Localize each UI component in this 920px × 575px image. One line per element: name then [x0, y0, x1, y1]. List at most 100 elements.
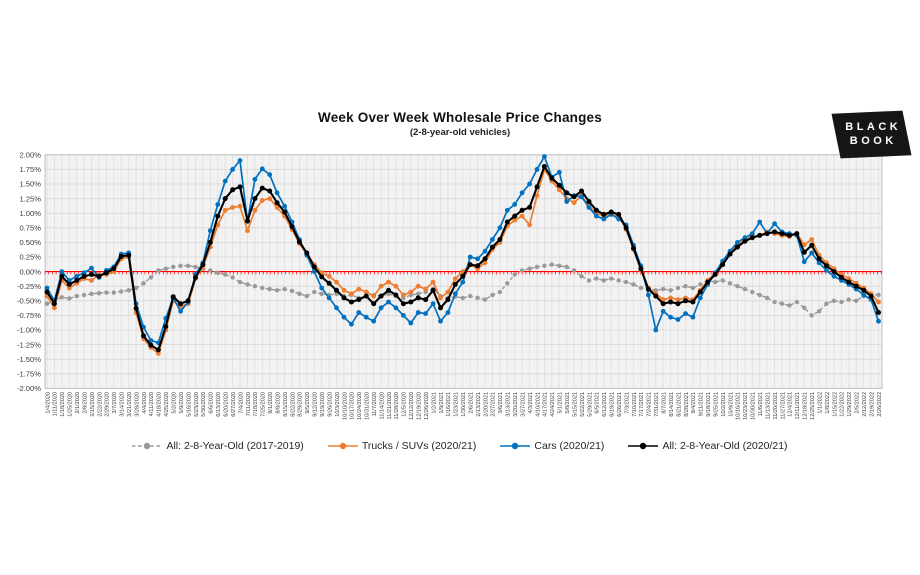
data-point-cars [215, 202, 221, 207]
data-point-trucks-suvs [274, 205, 280, 210]
data-point-all-2020-21 [616, 211, 622, 217]
data-point-all-2017-2019 [557, 263, 562, 268]
data-point-trucks-suvs [846, 276, 852, 281]
data-point-all-2020-21 [794, 231, 800, 237]
x-axis-tick-label: 10/17/2020 [350, 392, 356, 420]
data-point-all-2017-2019 [683, 284, 688, 289]
data-point-all-2017-2019 [460, 295, 465, 301]
y-axis-tick-label: -1.25% [17, 340, 41, 349]
data-point-trucks-suvs [371, 293, 377, 299]
data-point-all-2020-21 [623, 225, 629, 231]
data-point-cars [81, 270, 87, 276]
y-axis-tick-label: 0.00% [19, 267, 41, 276]
data-point-all-2020-21 [489, 244, 495, 250]
data-point-cars [89, 265, 94, 271]
data-point-trucks-suvs [452, 276, 458, 281]
x-axis-tick-label: 3/21/2020 [127, 392, 133, 417]
x-axis-tick-label: 1/22/2022 [840, 392, 846, 417]
data-point-all-2020-21 [786, 232, 792, 238]
data-point-all-2020-21 [690, 299, 696, 305]
data-point-cars [527, 181, 532, 187]
data-point-cars [460, 279, 466, 285]
data-point-all-2020-21 [579, 188, 584, 194]
data-point-all-2020-21 [645, 286, 651, 292]
data-point-all-2020-21 [816, 256, 822, 262]
x-axis-tick-label: 4/4/2020 [142, 392, 148, 414]
data-point-cars [363, 314, 369, 320]
x-axis-tick-label: 10/24/2020 [357, 392, 363, 420]
data-point-all-2017-2019 [831, 298, 837, 303]
x-axis-tick-label: 2/8/2020 [82, 392, 88, 414]
data-point-all-2020-21 [259, 185, 265, 191]
x-axis-tick-label: 12/5/2020 [402, 392, 408, 417]
data-point-all-2017-2019 [185, 263, 191, 268]
x-axis-tick-label: 3/27/2021 [520, 392, 526, 417]
data-point-all-2020-21 [838, 274, 844, 280]
x-axis-tick-label: 4/11/2020 [149, 392, 155, 416]
data-point-trucks-suvs [52, 305, 57, 311]
data-point-all-2017-2019 [542, 263, 547, 268]
y-axis-tick-label: -1.00% [17, 326, 41, 335]
data-point-all-2017-2019 [237, 279, 243, 285]
data-point-all-2020-21 [51, 301, 57, 307]
data-point-all-2017-2019 [698, 282, 703, 287]
data-point-cars [653, 327, 659, 333]
data-point-all-2020-21 [764, 231, 770, 237]
x-axis-tick-label: 7/24/2021 [647, 392, 653, 417]
data-point-all-2020-21 [638, 266, 644, 272]
data-point-cars [675, 317, 681, 322]
data-point-all-2017-2019 [482, 297, 488, 302]
data-point-cars [697, 295, 703, 301]
data-point-all-2020-21 [861, 287, 867, 293]
data-point-all-2020-21 [74, 277, 80, 283]
x-axis-tick-label: 5/1/2021 [558, 392, 564, 414]
data-point-all-2017-2019 [416, 291, 421, 296]
x-axis-tick-label: 4/3/2021 [528, 392, 534, 414]
data-point-all-2017-2019 [475, 295, 480, 301]
data-point-trucks-suvs [445, 289, 451, 295]
data-point-all-2020-21 [356, 297, 362, 303]
data-point-all-2017-2019 [601, 278, 606, 283]
data-point-cars [74, 273, 80, 279]
data-point-cars [378, 305, 384, 311]
x-axis-tick-label: 6/6/2020 [209, 392, 215, 414]
data-point-all-2017-2019 [638, 285, 644, 291]
data-point-cars [668, 314, 673, 320]
data-point-trucks-suvs [334, 279, 339, 285]
x-axis-tick-label: 1/9/2021 [439, 392, 445, 414]
data-point-cars [282, 203, 287, 209]
data-point-cars [824, 268, 829, 273]
data-point-all-2017-2019 [794, 299, 799, 305]
x-axis-tick-label: 7/11/2020 [246, 392, 252, 416]
data-point-all-2020-21 [170, 294, 176, 300]
data-point-all-2020-21 [393, 292, 399, 298]
x-axis-tick-label: 2/12/2022 [862, 392, 868, 417]
data-point-all-2020-21 [207, 239, 213, 245]
data-point-all-2017-2019 [67, 296, 72, 301]
data-point-all-2017-2019 [282, 286, 287, 292]
x-axis-tick-label: 7/25/2020 [261, 392, 267, 417]
data-point-cars [831, 273, 837, 279]
x-axis-tick-label: 11/20/2021 [773, 392, 779, 420]
x-axis-tick-label: 3/13/2021 [506, 392, 512, 417]
logo-line-2: BOOK [849, 134, 897, 147]
x-axis-tick-label: 8/15/2020 [283, 392, 289, 417]
x-axis-tick-label: 3/28/2020 [134, 392, 140, 417]
data-point-all-2017-2019 [609, 276, 614, 281]
data-point-all-2020-21 [683, 298, 688, 304]
legend-marker-cars [500, 442, 531, 450]
data-point-trucks-suvs [438, 295, 443, 301]
x-axis-tick-label: 7/10/2021 [632, 392, 638, 417]
data-point-all-2017-2019 [757, 292, 762, 298]
data-point-all-2017-2019 [519, 268, 525, 273]
data-point-all-2020-21 [564, 190, 570, 196]
data-point-trucks-suvs [430, 279, 436, 285]
data-point-all-2017-2019 [304, 293, 309, 299]
data-point-trucks-suvs [571, 200, 577, 206]
data-point-all-2017-2019 [289, 288, 295, 294]
data-point-all-2017-2019 [141, 281, 146, 286]
x-axis-tick-label: 4/25/2020 [164, 392, 170, 417]
data-point-trucks-suvs [408, 289, 414, 295]
x-axis-tick-label: 7/3/2021 [624, 392, 630, 414]
y-axis-tick-label: 1.25% [19, 194, 41, 203]
